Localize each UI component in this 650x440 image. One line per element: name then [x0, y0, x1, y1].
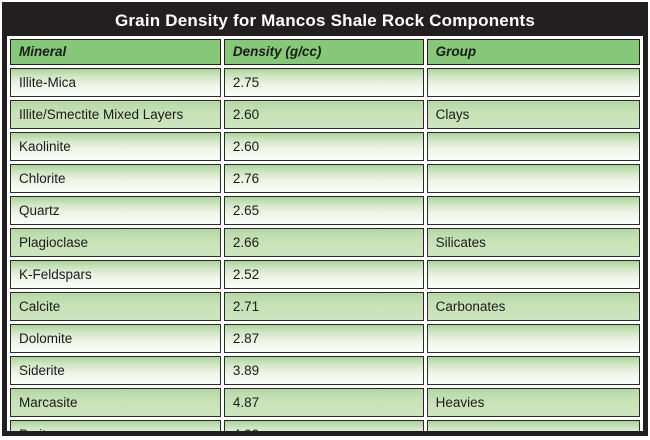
grain-density-table: Mineral Density (g/cc) Group Illite-Mica… [7, 36, 643, 431]
table-row: Marcasite 4.87 Heavies [10, 388, 640, 417]
density-cell: 2.65 [223, 196, 424, 225]
density-cell: 2.76 [223, 164, 424, 193]
group-cell [426, 196, 640, 225]
table-row: Dolomite 2.87 [10, 324, 640, 353]
group-cell: Carbonates [426, 292, 640, 321]
group-cell [426, 420, 640, 431]
density-cell: 2.87 [223, 324, 424, 353]
table-row: Quartz 2.65 [10, 196, 640, 225]
density-cell: 2.60 [223, 100, 424, 129]
mineral-cell: Marcasite [10, 388, 221, 417]
mineral-cell: Plagioclase [10, 228, 221, 257]
density-cell: 2.66 [223, 228, 424, 257]
mineral-cell: Siderite [10, 356, 221, 385]
density-cell: 2.75 [223, 68, 424, 97]
group-cell [426, 260, 640, 289]
group-cell: Silicates [426, 228, 640, 257]
group-cell [426, 164, 640, 193]
page-title: Grain Density for Mancos Shale Rock Comp… [7, 7, 643, 36]
group-cell [426, 132, 640, 161]
table-row: Siderite 3.89 [10, 356, 640, 385]
table-row: K-Feldspars 2.52 [10, 260, 640, 289]
column-header-mineral: Mineral [10, 39, 221, 65]
group-cell [426, 324, 640, 353]
table-row: Pyrite 4.99 [10, 420, 640, 431]
table-row: Illite/Smectite Mixed Layers 2.60 Clays [10, 100, 640, 129]
table-row: Chlorite 2.76 [10, 164, 640, 193]
column-header-group: Group [426, 39, 640, 65]
mineral-cell: Dolomite [10, 324, 221, 353]
table-row: Kaolinite 2.60 [10, 132, 640, 161]
density-cell: 2.71 [223, 292, 424, 321]
mineral-cell: Pyrite [10, 420, 221, 431]
mineral-cell: Chlorite [10, 164, 221, 193]
density-cell: 4.87 [223, 388, 424, 417]
table-row: Illite-Mica 2.75 [10, 68, 640, 97]
header-row: Mineral Density (g/cc) Group [10, 39, 640, 65]
group-cell: Clays [426, 100, 640, 129]
density-cell: 2.60 [223, 132, 424, 161]
mineral-cell: K-Feldspars [10, 260, 221, 289]
table-row: Plagioclase 2.66 Silicates [10, 228, 640, 257]
density-cell: 2.52 [223, 260, 424, 289]
group-cell [426, 68, 640, 97]
mineral-cell: Illite-Mica [10, 68, 221, 97]
group-cell [426, 356, 640, 385]
table-row: Calcite 2.71 Carbonates [10, 292, 640, 321]
mineral-cell: Quartz [10, 196, 221, 225]
column-header-density: Density (g/cc) [223, 39, 424, 65]
mineral-cell: Kaolinite [10, 132, 221, 161]
mineral-cell: Illite/Smectite Mixed Layers [10, 100, 221, 129]
density-cell: 3.89 [223, 356, 424, 385]
density-cell: 4.99 [223, 420, 424, 431]
mineral-cell: Calcite [10, 292, 221, 321]
group-cell: Heavies [426, 388, 640, 417]
